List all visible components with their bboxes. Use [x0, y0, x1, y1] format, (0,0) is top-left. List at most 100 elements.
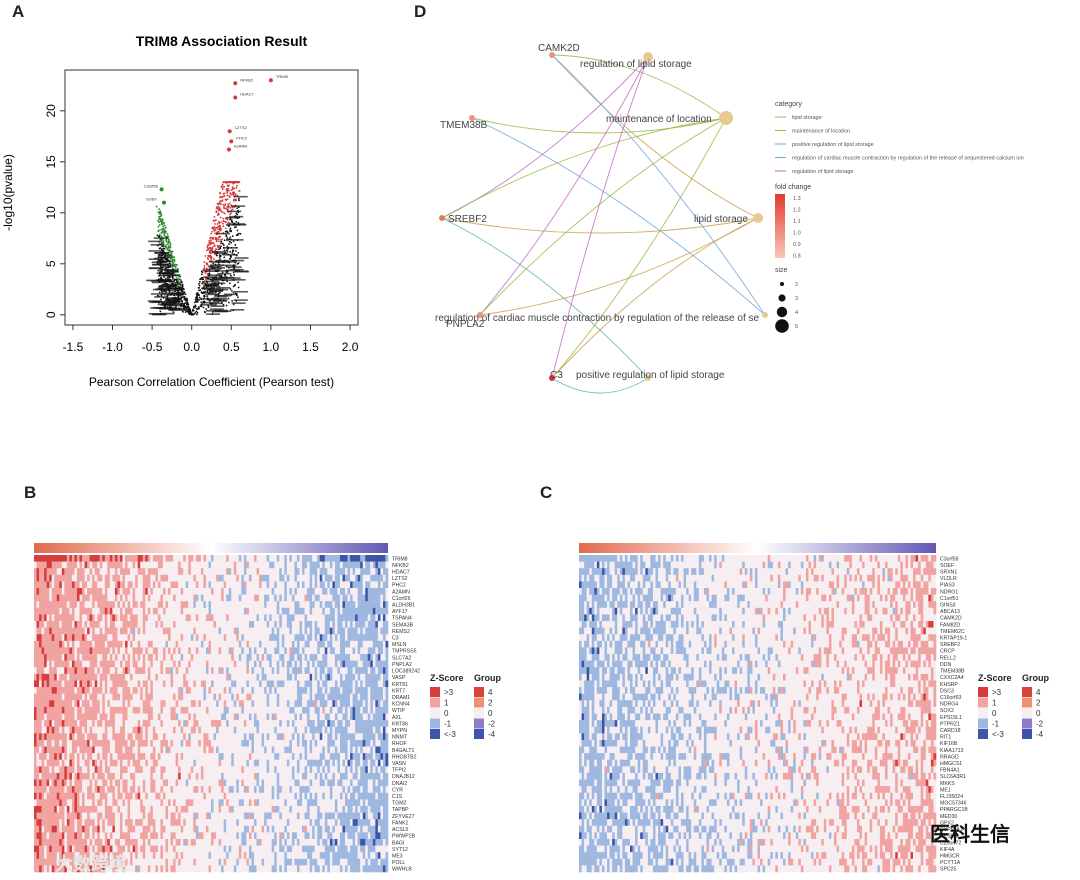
heatmap-cell [329, 581, 333, 589]
heatmap-cell [183, 621, 187, 628]
heatmap-cell [332, 647, 336, 655]
heatmap-cell [183, 693, 187, 701]
heatmap-cell [99, 588, 103, 595]
heatmap-cell [183, 647, 187, 655]
heatmap-cell [97, 700, 101, 708]
heatmap-cell [236, 607, 240, 615]
size-tick: 4 [795, 310, 798, 316]
heatmap-cell [299, 673, 303, 681]
heatmap-cell [281, 667, 285, 675]
heatmap-cell [324, 680, 328, 688]
data-point [175, 277, 178, 279]
heatmap-cell [223, 673, 227, 681]
size-legend-title: size [775, 267, 788, 274]
heatmap-cell [291, 574, 295, 582]
heatmap-cell [183, 680, 187, 688]
heatmap-cell [39, 687, 42, 694]
heatmap-cell [162, 680, 166, 688]
heatmap-cell [114, 594, 118, 602]
heatmap-cell [291, 687, 295, 694]
size-tick: 5 [795, 324, 798, 330]
heatmap-cell [375, 647, 379, 655]
heatmap-cell [269, 555, 272, 562]
heatmap-cell [130, 706, 133, 714]
heatmap-cell [155, 594, 159, 602]
heatmap-cell [168, 568, 171, 576]
heatmap-cell [205, 654, 209, 661]
heatmap-cell [350, 588, 353, 595]
heatmap-cell [185, 660, 189, 668]
heatmap-cell [360, 673, 364, 681]
heatmap-cell [324, 621, 328, 628]
heatmap-cell [228, 634, 232, 642]
heatmap-cell [314, 588, 318, 595]
heatmap-cell [284, 687, 288, 694]
heatmap-cell [119, 627, 123, 635]
heatmap-cell [256, 555, 260, 562]
heatmap-cell [34, 700, 37, 708]
heatmap-cell [205, 673, 209, 681]
heatmap-cell [329, 654, 333, 661]
heatmap-cell [334, 693, 338, 701]
heatmap-cell [97, 621, 101, 628]
heatmap-cell [276, 673, 280, 681]
heatmap-cell [132, 687, 136, 694]
heatmap-cell [84, 601, 88, 609]
heatmap-cell [157, 555, 161, 562]
data-point [223, 256, 226, 259]
heatmap-cell [135, 647, 138, 655]
heatmap-cell [256, 660, 260, 668]
heatmap-cell [64, 673, 68, 681]
heatmap-cell [253, 693, 257, 701]
heatmap-cell [41, 621, 45, 628]
heatmap-cell [183, 581, 187, 589]
heatmap-cell [36, 627, 40, 635]
heatmap-cell [190, 555, 194, 562]
data-point [226, 192, 228, 194]
heatmap-cell [218, 706, 222, 714]
label-mark [207, 299, 222, 301]
heatmap-cell [39, 647, 42, 655]
heatmap-cell [248, 647, 252, 655]
heatmap-cell [59, 640, 63, 648]
heatmap-cell [104, 594, 108, 602]
heatmap-cell [46, 680, 50, 688]
heatmap-cell [223, 693, 227, 701]
heatmap-cell [140, 581, 144, 589]
heatmap-cell [79, 574, 83, 582]
heatmap-cell [82, 693, 85, 701]
heatmap-cell [112, 568, 116, 576]
heatmap-cell [271, 555, 275, 562]
heatmap-cell [44, 561, 47, 569]
heatmap-cell [180, 654, 184, 661]
heatmap-cell [211, 607, 214, 615]
heatmap-cell [238, 700, 242, 708]
heatmap-cell [261, 555, 265, 562]
heatmap-cell [251, 647, 255, 655]
heatmap-cell [246, 667, 250, 675]
heatmap-cell [168, 660, 171, 668]
heatmap-cell [94, 654, 98, 661]
heatmap-cell [238, 561, 242, 569]
heatmap-cell [302, 640, 305, 648]
heatmap-cell [92, 594, 95, 602]
heatmap-cell [46, 700, 50, 708]
heatmap-cell [175, 621, 179, 628]
heatmap-cell [238, 693, 242, 701]
heatmap-cell [375, 621, 379, 628]
heatmap-cell [248, 607, 252, 615]
heatmap-cell [44, 640, 47, 648]
heatmap-cell [332, 621, 336, 628]
heatmap-cell [213, 614, 217, 622]
data-point [219, 191, 221, 194]
heatmap-cell [289, 700, 293, 708]
heatmap-cell [112, 594, 116, 602]
heatmap-cell [251, 581, 255, 589]
heatmap-cell [76, 607, 80, 615]
heatmap-cell [357, 594, 361, 602]
heatmap-cell [228, 561, 232, 569]
heatmap-cell [44, 667, 47, 675]
heatmap-cell [117, 581, 121, 589]
heatmap-cell [253, 627, 257, 635]
heatmap-cell [274, 594, 278, 602]
